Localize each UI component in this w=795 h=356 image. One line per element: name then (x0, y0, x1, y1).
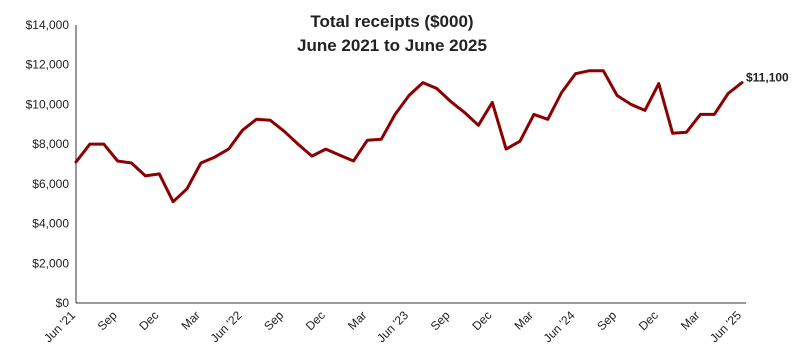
data-point (547, 118, 549, 121)
data-point (463, 111, 466, 114)
data-point (130, 162, 133, 164)
y-tick-label: $4,000 (32, 217, 69, 231)
data-point (658, 82, 660, 85)
data-point (408, 94, 410, 97)
data-point (436, 87, 438, 90)
data-point (560, 91, 563, 94)
end-value-label: $11,100 (746, 71, 789, 85)
y-tick-label: $0 (56, 296, 70, 310)
data-point (630, 103, 632, 106)
data-point (158, 173, 161, 175)
chart-title-line-2: June 2021 to June 2025 (297, 36, 487, 55)
y-axis: $0 $2,000 $4,000 $6,000 $8,000 $10,000 $12,000… (26, 18, 77, 310)
data-point (269, 119, 272, 122)
x-tick-label: Mar (178, 308, 203, 333)
data-point (116, 160, 119, 162)
data-point (325, 148, 327, 150)
y-tick-label: $6,000 (32, 177, 69, 191)
x-tick-label: Jun '23 (374, 308, 411, 345)
data-point (644, 109, 646, 112)
x-tick-label: Mar (678, 308, 703, 333)
data-point (186, 188, 188, 190)
y-tick-label: $12,000 (26, 58, 70, 72)
series-line (74, 69, 744, 204)
x-tick-label: Dec (636, 308, 661, 333)
data-point (727, 92, 729, 95)
x-tick-label: Mar (345, 308, 370, 333)
data-point (200, 162, 202, 164)
data-point (75, 161, 77, 163)
data-point (491, 101, 494, 104)
data-point (297, 143, 299, 145)
chart-title-line-1: Total receipts ($000) (310, 12, 473, 31)
data-point (144, 175, 147, 177)
x-tick-label: Mar (511, 308, 536, 333)
data-point (422, 81, 424, 84)
x-tick-label: Jun '22 (208, 308, 245, 345)
data-point (602, 69, 605, 72)
x-tick-label: Sep (261, 308, 286, 333)
data-point (741, 81, 743, 84)
data-point (699, 113, 702, 116)
x-axis: Jun '21 Sep Dec Mar Jun '22 Sep Dec Mar Jun '23 S… (41, 302, 746, 345)
data-point (311, 155, 313, 157)
data-point (616, 94, 618, 97)
series-group (74, 69, 744, 204)
data-point (338, 154, 341, 156)
data-point (713, 113, 716, 116)
data-point (103, 143, 105, 145)
data-point (394, 113, 396, 116)
x-tick-label: Sep (594, 308, 619, 333)
data-point (283, 130, 285, 132)
x-tick-label: Sep (428, 308, 453, 333)
data-point (671, 132, 674, 134)
x-tick-label: Dec (469, 308, 494, 333)
y-tick-label: $2,000 (32, 256, 69, 270)
data-point (172, 200, 174, 203)
x-tick-label: Jun '21 (41, 308, 78, 345)
data-point (255, 118, 258, 121)
data-point (449, 100, 452, 103)
x-tick-label: Jun '25 (707, 308, 744, 345)
x-tick-label: Sep (95, 308, 120, 333)
data-point (227, 148, 230, 150)
data-point (533, 113, 535, 116)
data-point (214, 156, 216, 158)
y-tick-label: $8,000 (32, 137, 69, 151)
x-tick-label: Dec (136, 308, 161, 333)
y-tick-label: $10,000 (26, 97, 70, 111)
y-tick-label: $14,000 (26, 18, 70, 32)
data-point (505, 148, 507, 150)
x-tick-label: Jun '24 (541, 308, 578, 345)
data-point (241, 129, 244, 131)
data-point (89, 143, 91, 145)
data-point (685, 131, 688, 133)
data-point (519, 140, 521, 142)
data-point (477, 124, 480, 127)
data-point (366, 139, 369, 141)
x-tick-label: Dec (303, 308, 328, 333)
data-point (574, 72, 577, 75)
data-point (352, 160, 355, 162)
data-point (588, 69, 591, 72)
data-point (380, 138, 383, 140)
